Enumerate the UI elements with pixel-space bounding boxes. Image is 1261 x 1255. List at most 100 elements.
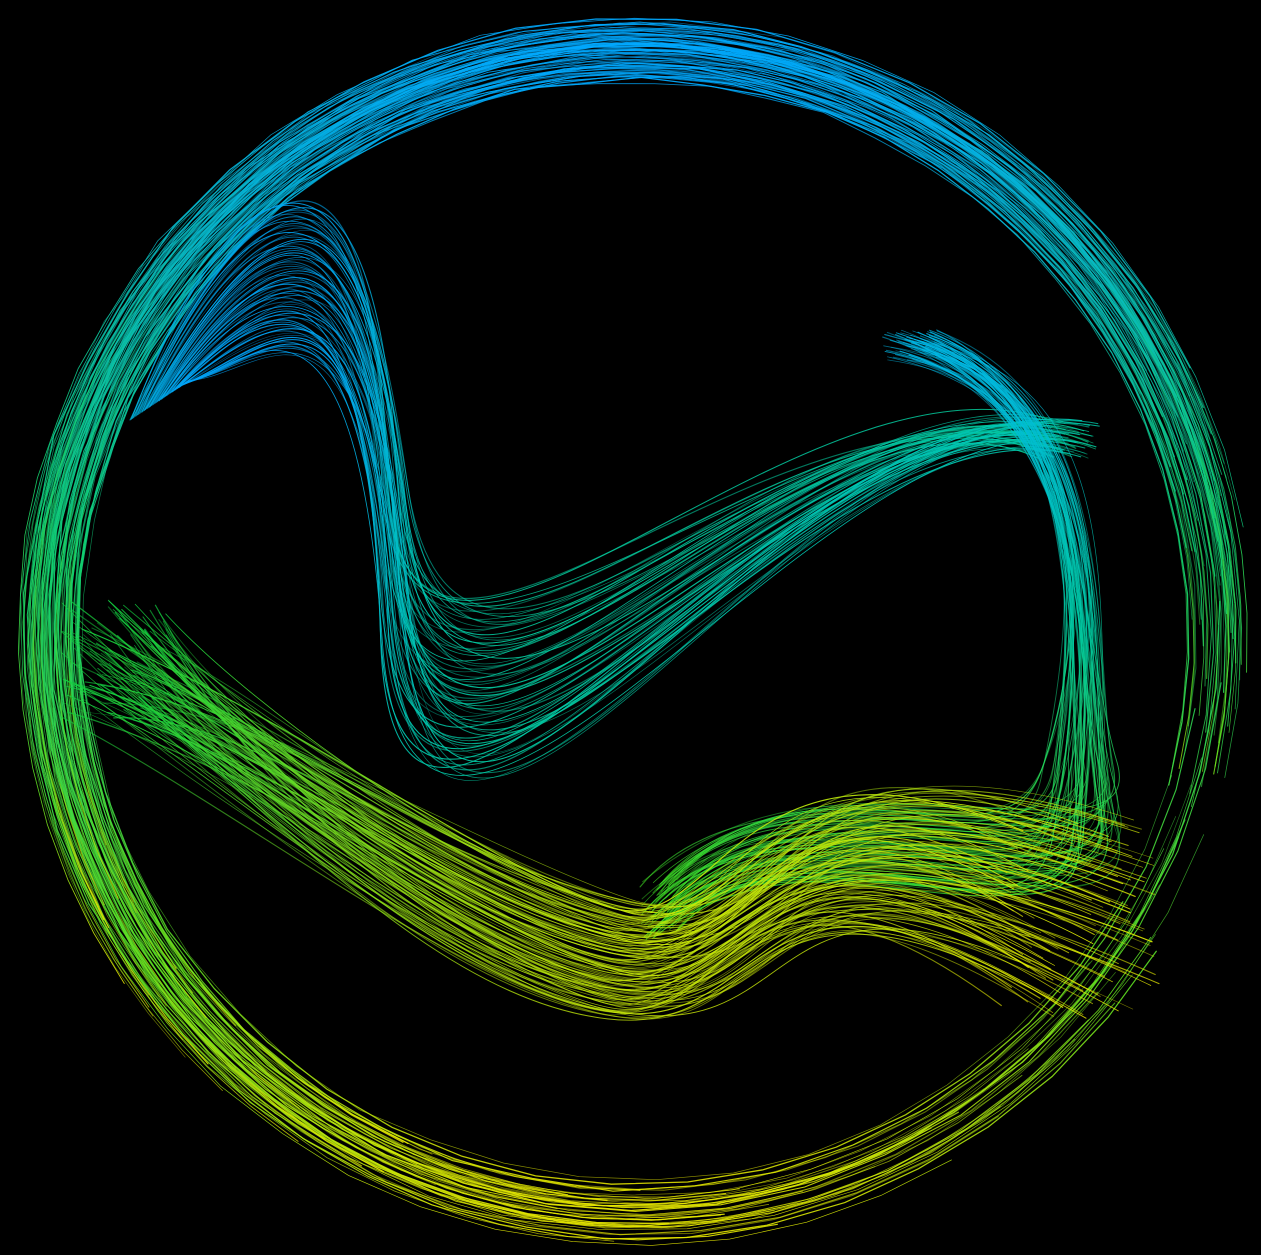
flow-line (32, 36, 1230, 928)
flow-line (138, 708, 1145, 969)
flow-line (30, 26, 1211, 1229)
flow-line (132, 209, 1077, 610)
flow-line (132, 671, 1140, 913)
flow-line (158, 619, 1096, 967)
flow-line (134, 645, 1113, 1000)
flow-line (186, 350, 1077, 776)
flow-line (171, 310, 1100, 728)
flow-line (22, 22, 1225, 1091)
flow-line (154, 604, 1160, 1001)
flow-line (123, 604, 1129, 920)
flow-line (180, 332, 1094, 755)
flow-line (639, 342, 1116, 888)
flow-line (132, 661, 1118, 923)
flow-line (71, 609, 1118, 925)
flow-line (65, 66, 1204, 1201)
flow-line (187, 352, 1070, 779)
flow-line (128, 697, 1155, 985)
flow-line (170, 308, 1046, 726)
flow-line (183, 341, 1071, 766)
flow-line (117, 655, 1112, 918)
flow-line (138, 696, 1064, 1015)
flow-line (649, 349, 1108, 933)
flow-line (119, 617, 1136, 950)
upper-fold-curves (129, 200, 1100, 781)
flow-line (162, 620, 1035, 963)
flow-line (142, 234, 1041, 638)
flow-line (99, 663, 1036, 926)
flow-line (149, 252, 1085, 659)
flow-line (108, 600, 1029, 935)
flow-line (123, 709, 1054, 999)
flow-line (174, 319, 1049, 739)
flow-line (48, 48, 1221, 1217)
flow-line (146, 675, 1037, 993)
flow-line (19, 21, 1236, 1058)
flow-line (146, 245, 1046, 652)
flow-line (139, 227, 1051, 630)
flow-line (23, 22, 1227, 1017)
flow-line (108, 662, 1105, 996)
flow-line (138, 225, 1092, 628)
flow-line (60, 64, 1205, 1019)
flow-line (158, 612, 1031, 951)
flow-line (644, 341, 1109, 912)
flow-line (22, 18, 1191, 1240)
flow-line (64, 678, 1119, 1017)
flow-line (107, 606, 1089, 1004)
flow-line (147, 248, 1044, 654)
flow-line (55, 54, 1212, 1209)
flow-line (121, 608, 1118, 938)
flow-line (27, 29, 1237, 1041)
flow-line (55, 60, 1209, 899)
flow-line (186, 347, 1053, 774)
flow-line (65, 59, 1198, 1200)
flow-line (96, 622, 1089, 937)
flow-line (136, 218, 1097, 620)
flow-line (139, 628, 1131, 957)
outer-ring-curves (17, 17, 1248, 1246)
flow-line (53, 48, 1217, 1216)
flow-line (653, 329, 1082, 905)
flow-line (75, 76, 1190, 1145)
flow-line (151, 257, 1079, 664)
flow-line (131, 683, 1055, 1010)
flow-line (165, 613, 1089, 916)
flow-line (78, 76, 1176, 1191)
lower-sweep-curves (60, 599, 1160, 1021)
flow-line (154, 266, 1066, 675)
flow-line (33, 30, 1231, 1229)
flow-line (45, 39, 1201, 1225)
flow-line (181, 334, 1074, 758)
flow-line (156, 272, 1055, 683)
flow-line (61, 652, 1152, 1002)
flow-line (143, 236, 1046, 641)
flow-line (130, 634, 1094, 1013)
flow-line (132, 719, 1121, 966)
flow-line (651, 343, 1104, 922)
flow-line (113, 717, 1110, 915)
flow-line (132, 663, 1032, 980)
flow-line (672, 336, 1081, 897)
flow-line (124, 666, 1134, 1016)
flow-line (179, 330, 1066, 752)
flow-line (168, 301, 1059, 718)
flow-line (144, 628, 1131, 965)
flow-line (149, 609, 1156, 996)
flow-line (151, 697, 1041, 1009)
flow-line (119, 685, 1087, 1021)
flow-line (139, 707, 1012, 948)
flow-line (168, 627, 1127, 994)
flow-line (64, 70, 1201, 913)
flow-line (188, 354, 1053, 781)
flow-line (158, 277, 1063, 689)
flow-line (130, 202, 1053, 601)
flow-line (48, 42, 1178, 1221)
flow-line (138, 223, 1055, 625)
flow-line (70, 65, 1196, 1192)
flow-line (652, 339, 1120, 934)
flow-line (178, 328, 1060, 750)
flow-line (72, 639, 1047, 998)
flow-line (62, 678, 1111, 953)
flow-line (182, 339, 1083, 763)
